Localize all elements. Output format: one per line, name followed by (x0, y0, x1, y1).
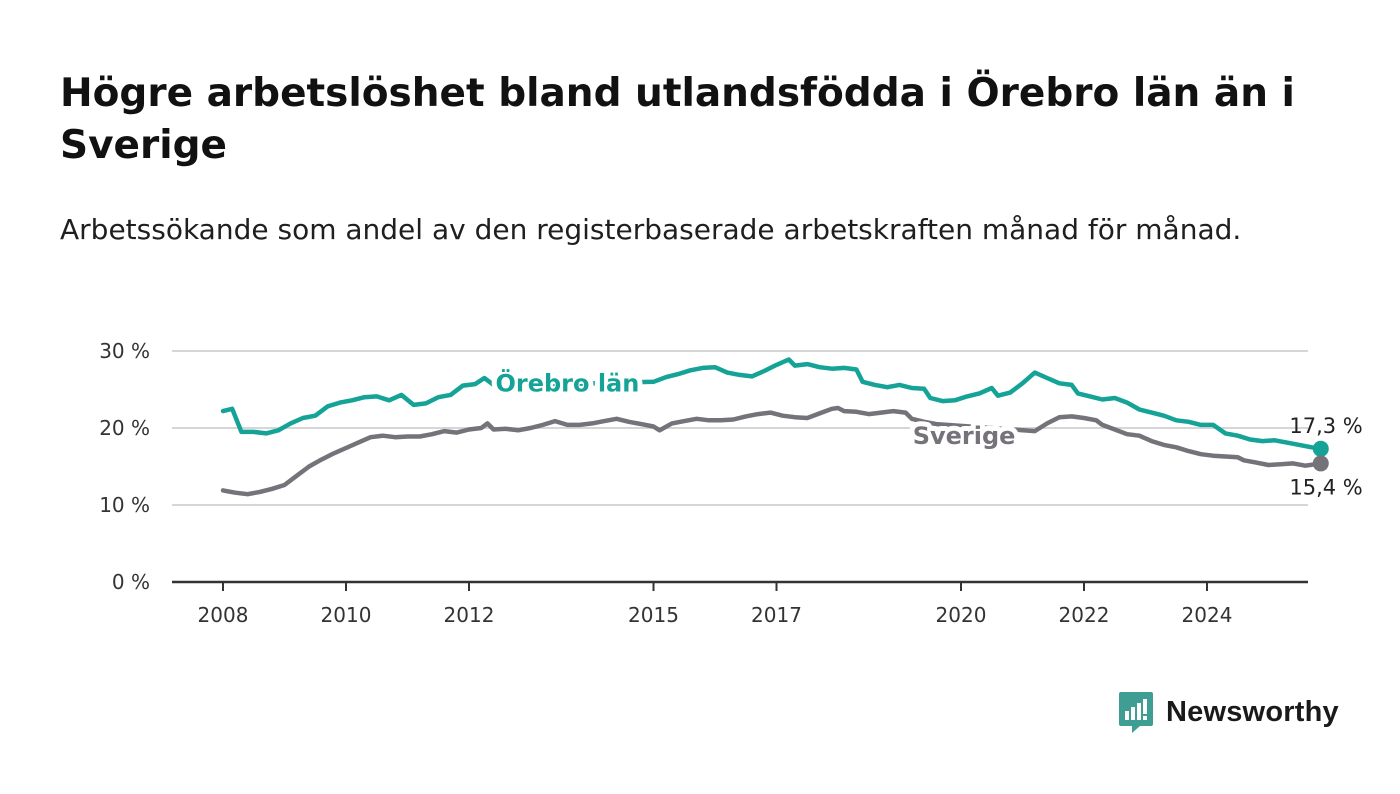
series-end-point-0 (1312, 440, 1329, 457)
series-end-value-label-0: 17,3 % (1289, 414, 1362, 438)
series-end-point-1 (1312, 455, 1329, 472)
x-tick-label: 2020 (936, 603, 987, 627)
chart-title: Högre arbetslöshet bland utlandsfödda i … (60, 71, 1295, 168)
y-tick-label: 30 % (99, 339, 150, 363)
series-line-0 (220, 357, 1324, 452)
series-label-halo-1: Sverige (913, 422, 1016, 450)
series-name-label-1: Sverige (913, 422, 1016, 450)
brand-name: Newsworthy (1166, 695, 1339, 728)
series-name-label-0: Örebro län (495, 368, 639, 398)
x-tick-label: 2017 (751, 603, 802, 627)
series-end-value-label-1: 15,4 % (1289, 475, 1362, 499)
series-line-1 (220, 405, 1324, 497)
y-tick-label: 0 % (112, 570, 150, 594)
x-tick-label: 2024 (1182, 603, 1233, 627)
series-label-halo-0: Örebro län (495, 368, 639, 398)
newsworthy-logo: Newsworthy (1118, 690, 1339, 734)
x-tick-label: 2010 (321, 603, 372, 627)
series-lines (220, 357, 1329, 497)
chart-subtitle: Arbetssökande som andel av den registerb… (60, 213, 1242, 246)
y-tick-label: 20 % (99, 416, 150, 440)
x-tick-label: 2012 (444, 603, 495, 627)
bar-chart-speech-bubble-icon (1119, 692, 1153, 733)
line-chart: 0 % 10 % 20 % 30 % 2008 2010 2012 2015 2017 2020… (99, 339, 1363, 627)
x-axis: 2008 2010 2012 2015 2017 2020 2022 2024 (172, 580, 1308, 627)
y-tick-label: 10 % (99, 493, 150, 517)
gridlines (172, 350, 1308, 506)
x-tick-label: 2015 (628, 603, 679, 627)
x-tick-label: 2008 (198, 603, 249, 627)
y-axis-labels: 0 % 10 % 20 % 30 % (99, 339, 150, 594)
x-tick-label: 2022 (1059, 603, 1110, 627)
